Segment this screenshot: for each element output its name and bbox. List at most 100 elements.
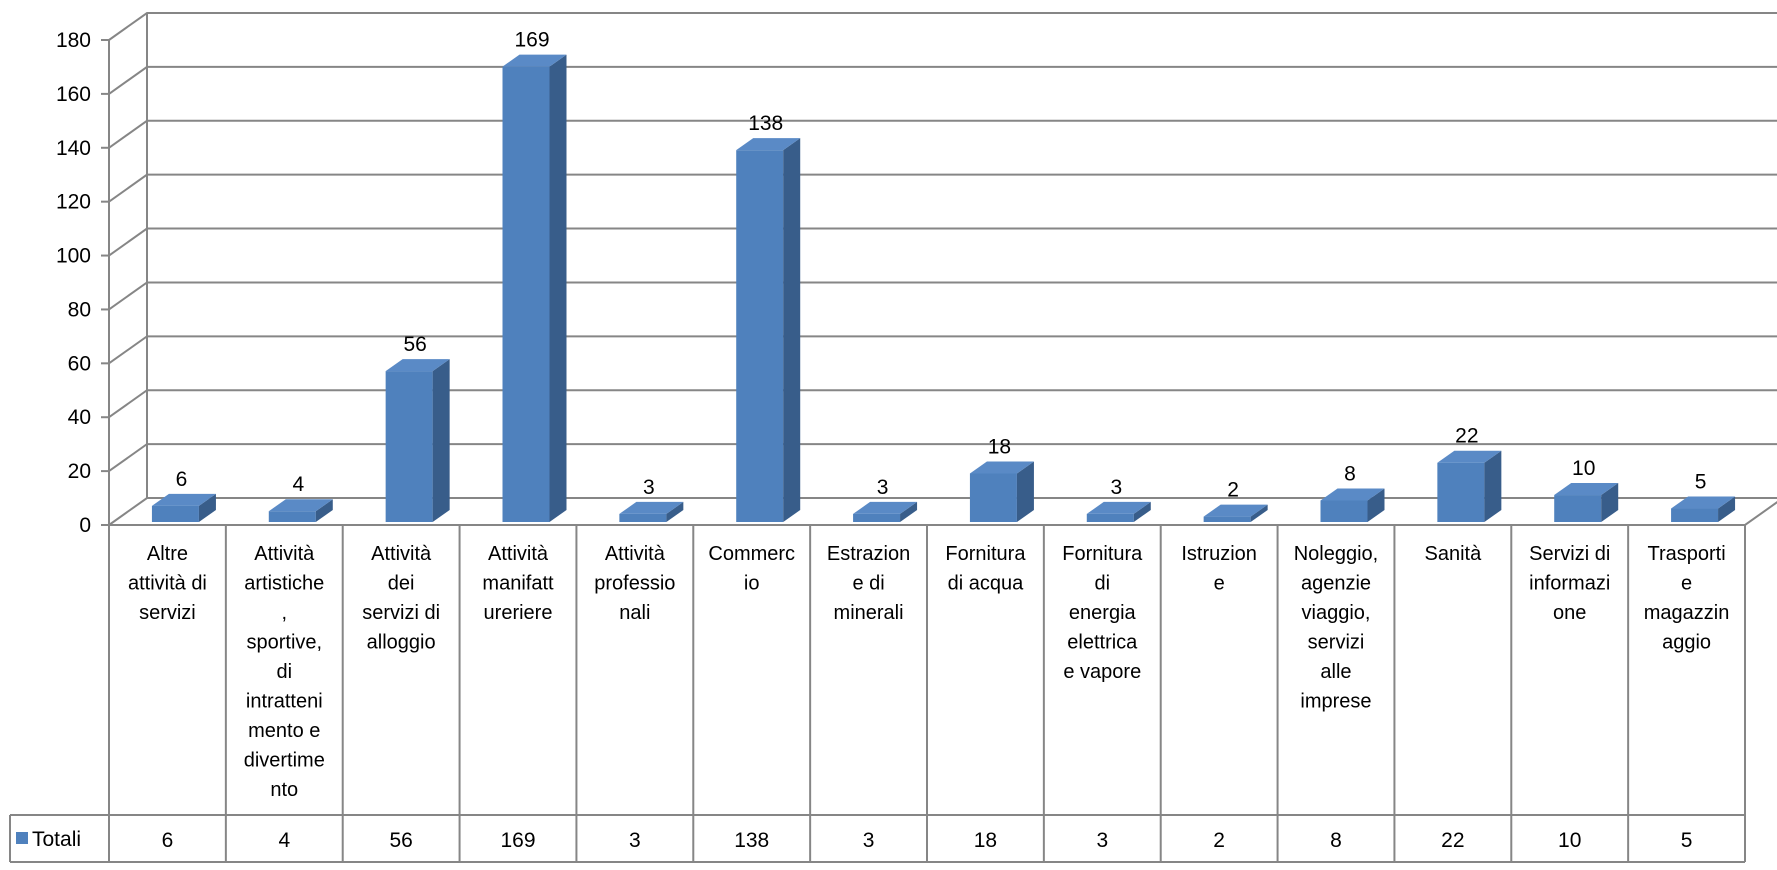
- bar-side: [1250, 504, 1268, 522]
- bar-top: [1554, 483, 1619, 496]
- gridline: [108, 281, 1777, 311]
- bars: [151, 54, 1736, 523]
- bar-top: [268, 499, 333, 512]
- data-label: 3: [643, 476, 655, 499]
- category-label: Attività manifatt ureriere: [482, 543, 554, 624]
- data-table: Totali Altre attività di servizi 6 Attività ar…: [9, 524, 1746, 863]
- bar-side: [432, 359, 450, 522]
- table-value: 2: [1213, 829, 1225, 852]
- gridline: [108, 227, 1777, 257]
- bar: [969, 461, 1034, 522]
- gridline: [108, 12, 1777, 41]
- data-label: 138: [748, 112, 783, 135]
- bar-top: [151, 493, 216, 506]
- category-label: Sanità: [1424, 543, 1482, 565]
- data-label: 8: [1344, 462, 1356, 485]
- bar-front: [1320, 500, 1368, 522]
- bar-side: [198, 493, 216, 522]
- y-tick-label: 180: [56, 29, 91, 52]
- data-label: 3: [877, 476, 889, 499]
- bar: [1554, 483, 1619, 522]
- y-tick-label: 120: [56, 191, 91, 214]
- table-value: 10: [1558, 829, 1581, 852]
- y-tick-label: 160: [56, 83, 91, 106]
- bar: [1086, 501, 1151, 522]
- bar-top: [736, 138, 801, 151]
- category-label: Estrazion e di minerali: [827, 543, 910, 624]
- bar-front: [1203, 516, 1251, 522]
- data-labels: 6 4 56 169 3 138 3 18 3 2 8 22 10 5: [176, 29, 1707, 502]
- bar-top: [1437, 450, 1502, 463]
- gridline: [108, 173, 1777, 203]
- data-label: 6: [176, 468, 188, 491]
- bar-front: [969, 473, 1017, 522]
- table-value: 138: [734, 829, 769, 852]
- data-label: 22: [1455, 425, 1478, 448]
- bar-top: [385, 359, 450, 372]
- gridline: [108, 443, 1777, 472]
- category-label: Altre attività di servizi: [128, 543, 207, 624]
- table-value: 5: [1681, 829, 1693, 852]
- legend-label: Totali: [32, 828, 81, 851]
- bar-top: [969, 461, 1034, 474]
- table-value: 4: [278, 829, 290, 852]
- bar-top: [853, 501, 918, 514]
- data-label: 2: [1227, 479, 1239, 502]
- y-tick-label: 140: [56, 137, 91, 160]
- chart-walls: [105, 13, 1777, 526]
- bar-front: [1086, 513, 1134, 522]
- table-value: 3: [863, 829, 875, 852]
- y-tick-label: 60: [68, 352, 91, 375]
- bar: [268, 499, 333, 522]
- bar-front: [385, 371, 433, 522]
- gridline: [108, 389, 1777, 419]
- bar-side: [549, 54, 567, 523]
- y-tick-label: 80: [68, 298, 91, 321]
- data-label: 4: [292, 473, 304, 496]
- data-label: 5: [1695, 471, 1707, 494]
- bar-top: [1086, 501, 1151, 514]
- y-tick-label: 40: [68, 406, 91, 429]
- category-label: Commerc io: [708, 543, 795, 595]
- table-value: 3: [1096, 829, 1108, 852]
- category-label: Fornitura di acqua: [945, 543, 1026, 595]
- table-value: 3: [629, 829, 641, 852]
- bar-side: [1133, 501, 1151, 522]
- bar-front: [151, 505, 199, 522]
- bar-front: [619, 513, 667, 522]
- bar-top: [1320, 488, 1385, 501]
- bar-front: [268, 511, 316, 522]
- bar-top: [1203, 504, 1268, 517]
- bar-front: [736, 150, 784, 522]
- bar-side: [1016, 461, 1034, 522]
- data-label: 10: [1572, 457, 1595, 480]
- y-axis-ticks: 0 20 40 60 80 100 120 140 160 180: [56, 29, 109, 537]
- table-value: 8: [1330, 829, 1342, 852]
- bar-side: [1718, 496, 1736, 522]
- y-tick-label: 20: [68, 460, 91, 483]
- table-value: 6: [162, 829, 174, 852]
- bar: [736, 138, 801, 522]
- table-value: 18: [974, 829, 997, 852]
- bar-side: [1367, 488, 1385, 522]
- bar: [1320, 488, 1385, 522]
- bar: [1203, 504, 1268, 522]
- floor: [105, 497, 1777, 526]
- bar-top: [619, 501, 684, 514]
- bar: [853, 501, 918, 522]
- table-value: 56: [389, 829, 412, 852]
- bar-front: [1671, 508, 1719, 522]
- bar-front: [1437, 462, 1485, 522]
- data-label: 169: [514, 29, 549, 52]
- bar: [619, 501, 684, 522]
- table-value: 22: [1441, 829, 1464, 852]
- category-label: Attività artistiche, sportive, di intratteni…: [244, 543, 325, 801]
- gridline: [108, 335, 1777, 365]
- category-label: Attività professio nali: [594, 543, 675, 624]
- bar: [1437, 450, 1502, 522]
- bar-side: [666, 501, 684, 522]
- gridlines: [108, 12, 1777, 472]
- legend-swatch: [16, 832, 28, 844]
- y-tick-label: 100: [56, 245, 91, 268]
